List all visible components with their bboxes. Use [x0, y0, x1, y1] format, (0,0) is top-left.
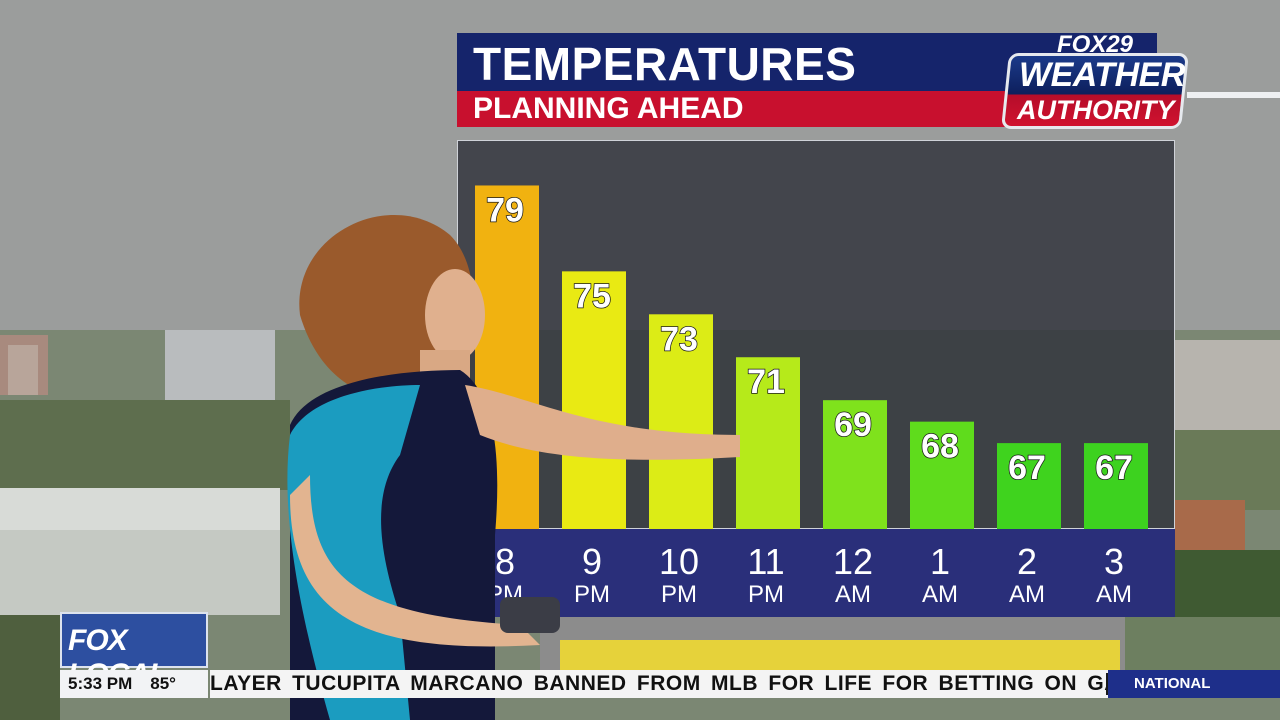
weather-authority-logo: FOX29 WEATHER AUTHORITY	[1001, 31, 1189, 131]
x-tick-meridiem: AM	[922, 581, 958, 608]
decorative-line	[1187, 92, 1280, 98]
bar-value-label: 67	[1095, 449, 1133, 487]
bar-value-label: 68	[921, 428, 959, 466]
x-tick-meridiem: PM	[661, 581, 697, 608]
x-tick-hour: 10	[659, 541, 699, 582]
bar-value-label: 73	[660, 320, 698, 358]
ticker-section-label: NATIONAL	[1134, 675, 1211, 692]
ticker-headline: LAYER TUCUPITA MARCANO BANNED FROM MLB F…	[210, 672, 1153, 695]
current-time: 5:33 PM	[68, 674, 133, 693]
x-tick-hour: 12	[833, 541, 873, 582]
fox-local-logo: FOX LOCAL	[60, 612, 208, 691]
news-ticker: LAYER TUCUPITA MARCANO BANNED FROM MLB F…	[210, 670, 1280, 698]
bar-value-label: 69	[834, 406, 872, 444]
x-tick-hour: 1	[930, 541, 950, 582]
x-tick-meridiem: PM	[574, 581, 610, 608]
x-tick-meridiem: AM	[835, 581, 871, 608]
bar-value-label: 79	[486, 191, 524, 229]
bar-value-label: 71	[747, 363, 785, 401]
logo-authority-text: AUTHORITY	[1017, 95, 1175, 125]
bar-2am	[997, 443, 1061, 529]
bar-value-label: 67	[1008, 449, 1046, 487]
x-tick-hour: 8	[495, 541, 515, 582]
bar-12am	[823, 400, 887, 529]
x-tick-hour: 9	[582, 541, 602, 582]
bar-value-label: 75	[573, 277, 611, 315]
x-tick-hour: 3	[1104, 541, 1124, 582]
x-axis-band	[457, 529, 1175, 617]
graphic-title: TEMPERATURES	[473, 38, 857, 90]
x-tick-meridiem: AM	[1096, 581, 1132, 608]
current-temperature: 85°	[150, 674, 176, 693]
temperature-bar-chart: 798PM759PM7310PM7111PM6912AM681AM672AM67…	[475, 185, 1148, 608]
x-tick-meridiem: PM	[748, 581, 784, 608]
bar-10pm	[649, 314, 713, 529]
bar-1am	[910, 421, 974, 529]
x-tick-hour: 2	[1017, 541, 1037, 582]
time-temperature-box: 5:33 PM 85°	[60, 670, 208, 698]
graphic-subtitle: PLANNING AHEAD	[473, 92, 744, 125]
ticker-section-tag: NATIONAL	[1108, 670, 1280, 698]
bar-9pm	[562, 271, 626, 529]
x-tick-hour: 11	[747, 541, 784, 582]
logo-network: FOX29	[1057, 31, 1134, 58]
presenter-figure	[287, 214, 740, 720]
ticker-divider	[1106, 673, 1108, 695]
x-tick-meridiem: AM	[1009, 581, 1045, 608]
bar-3am	[1084, 443, 1148, 529]
bar-11pm	[736, 357, 800, 529]
logo-weather-text: WEATHER	[1019, 56, 1185, 94]
